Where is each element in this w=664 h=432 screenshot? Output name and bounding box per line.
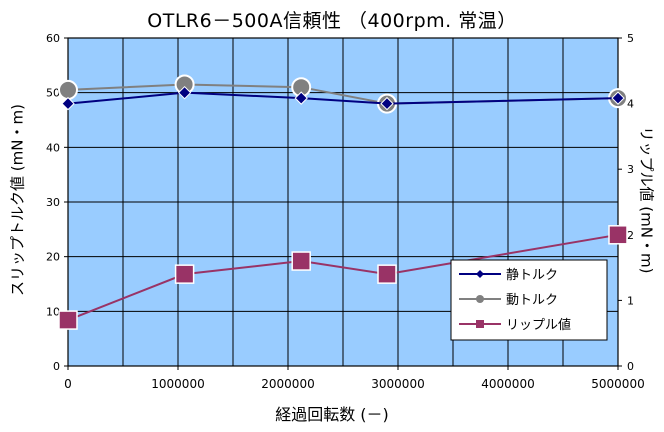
y2-tick-label: 5 <box>627 32 634 45</box>
legend-label: リップル値 <box>506 317 571 333</box>
x-tick-label: 2000000 <box>261 377 314 391</box>
series-1-point <box>58 79 78 100</box>
y2-tick-label: 4 <box>627 98 634 111</box>
legend-label: 動トルク <box>506 293 558 308</box>
x-tick-label: 5000000 <box>591 377 644 391</box>
x-tick-label: 4000000 <box>481 377 534 391</box>
y-tick-label: 60 <box>46 32 60 45</box>
series-0-point <box>380 96 394 111</box>
legend-label: 静トルク <box>506 268 558 283</box>
x-tick-label: 3000000 <box>371 377 424 391</box>
series-0-point <box>177 85 192 100</box>
y-tick-label: 20 <box>46 251 60 264</box>
series-0-point <box>61 96 75 111</box>
chart-title: OTLR6－500A信頼性 （400rpm. 常温） <box>147 10 517 32</box>
series-2-point <box>58 310 78 330</box>
x-tick-label: 0 <box>64 377 72 391</box>
legend-marker <box>476 320 484 328</box>
y2-tick-label: 1 <box>627 294 634 307</box>
y2-tick-label: 2 <box>627 229 634 242</box>
series-0-point <box>611 91 625 105</box>
series-2-point <box>291 251 311 271</box>
y-tick-label: 40 <box>46 141 60 154</box>
y-tick-label: 0 <box>53 360 60 373</box>
y2-tick-label: 0 <box>627 360 634 373</box>
x-axis-label: 経過回転数 (－) <box>275 405 389 424</box>
y-tick-label: 10 <box>46 305 60 318</box>
y-tick-label: 30 <box>46 196 60 209</box>
y2-tick-label: 3 <box>627 163 634 176</box>
series-2-point <box>377 264 397 284</box>
series-2-point <box>608 225 628 245</box>
series-2-point <box>174 264 195 284</box>
legend-marker <box>476 270 484 278</box>
legend-marker <box>476 295 484 303</box>
x-tick-label: 1000000 <box>151 377 204 391</box>
y-tick-label: 50 <box>46 87 60 100</box>
series-0-point <box>294 91 308 105</box>
